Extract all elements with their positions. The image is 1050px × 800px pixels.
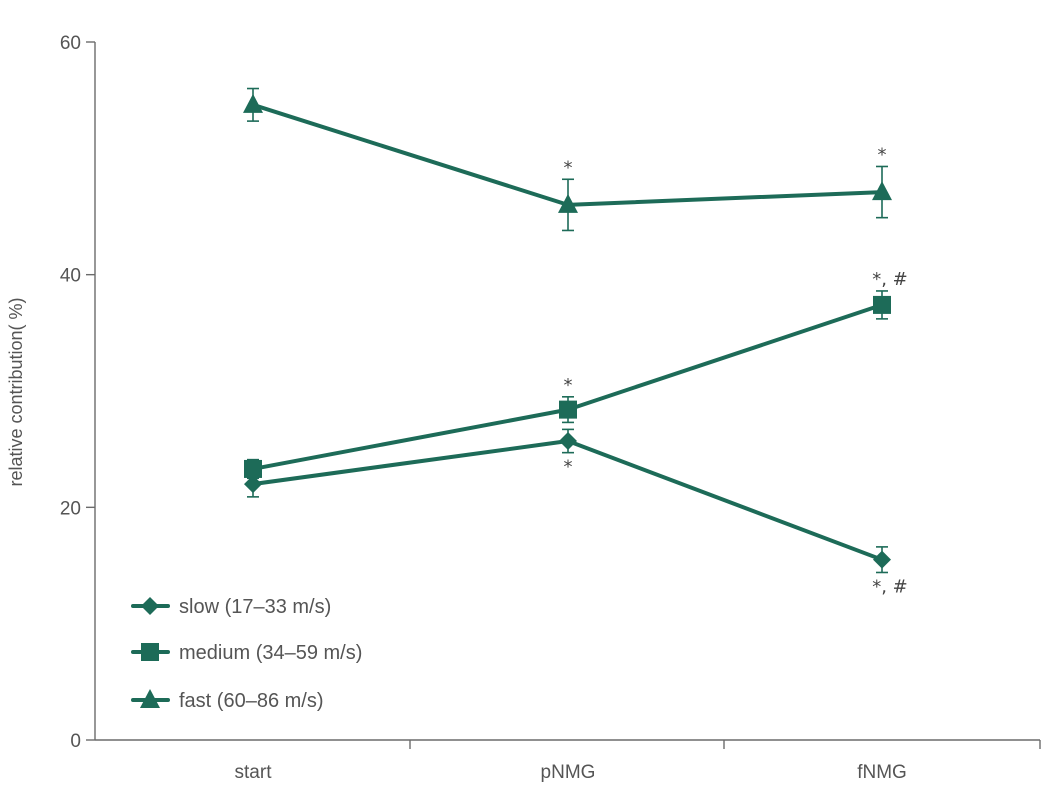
data-point-slow <box>873 550 891 569</box>
y-tick-label: 40 <box>60 266 81 287</box>
x-tick-label: start <box>235 762 273 783</box>
legend-marker-medium <box>141 643 159 661</box>
data-point-fast <box>872 181 892 201</box>
legend-item-fast: fast (60–86 m/s) <box>131 689 324 712</box>
series-slow: * *, # <box>244 428 908 597</box>
series-fast: ** <box>243 87 892 232</box>
data-point-slow <box>244 475 262 494</box>
significance-label: *, # <box>872 576 908 597</box>
legend-marker-fast <box>140 689 160 708</box>
legend-label: slow (17–33 m/s) <box>179 596 331 618</box>
y-tick-label: 60 <box>60 33 81 54</box>
series-medium: * *, # <box>244 269 908 480</box>
data-point-medium <box>873 295 891 314</box>
axes <box>94 42 1040 741</box>
data-point-medium <box>559 400 577 419</box>
x-ticks: start pNMG fNMG <box>235 740 1041 783</box>
data-point-medium <box>244 459 262 478</box>
legend-item-medium: medium (34–59 m/s) <box>131 642 362 664</box>
x-tick-label: pNMG <box>541 762 596 783</box>
significance-label: * <box>564 157 573 178</box>
legend-label: medium (34–59 m/s) <box>179 642 362 664</box>
series-layer: **, #**, #** <box>243 87 908 597</box>
legend-label: fast (60–86 m/s) <box>179 690 324 712</box>
legend-item-slow: slow (17–33 m/s) <box>131 596 331 618</box>
significance-label: * <box>878 144 887 165</box>
legend-marker-slow <box>141 597 159 615</box>
significance-label: * <box>564 457 573 478</box>
x-tick-label: fNMG <box>857 762 907 783</box>
legend: slow (17–33 m/s) medium (34–59 m/s) fast (… <box>131 596 362 712</box>
y-axis-title: relative contribution( %) <box>6 297 26 486</box>
y-tick-label: 0 <box>70 731 81 752</box>
significance-label: * <box>564 375 573 396</box>
data-point-fast <box>558 193 578 213</box>
significance-label: *, # <box>872 269 908 290</box>
y-ticks: 0 20 40 60 <box>60 33 95 752</box>
data-point-fast <box>243 93 263 113</box>
data-point-slow <box>559 432 577 451</box>
y-tick-label: 20 <box>60 498 81 519</box>
